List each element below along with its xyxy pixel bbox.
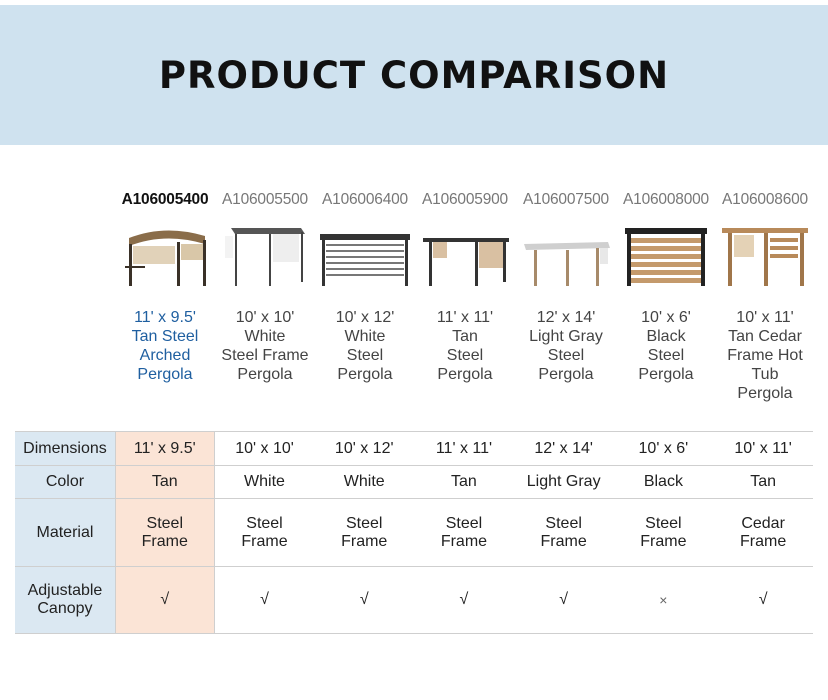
table-cell: 10' x 12' bbox=[314, 431, 415, 466]
check-mark: √ bbox=[414, 566, 514, 634]
row-label: Dimensions bbox=[15, 431, 116, 466]
product-sku: A106005500 bbox=[222, 191, 308, 208]
check-mark: √ bbox=[513, 566, 614, 634]
product-name: 11' x 9.5' Tan Steel Arched Pergola bbox=[131, 309, 199, 383]
pergola-light-gray-image bbox=[516, 218, 616, 288]
check-mark: √ bbox=[115, 566, 215, 634]
check-mark: √ bbox=[713, 566, 813, 634]
table-row-canopy: Adjustable Canopy √ √ √ √ √ × √ bbox=[15, 566, 813, 634]
page-title: PRODUCT COMPARISON bbox=[158, 53, 670, 97]
product-sku: A106008600 bbox=[722, 191, 808, 208]
table-row-dimensions: Dimensions 11' x 9.5' 10' x 10' 10' x 12… bbox=[15, 431, 813, 466]
product-sku: A106005400 bbox=[121, 191, 209, 208]
table-cell: Steel Frame bbox=[314, 498, 415, 567]
pergola-black-image bbox=[616, 218, 716, 288]
product-sku: A106007500 bbox=[523, 191, 609, 208]
table-cell: 11' x 9.5' bbox=[115, 431, 215, 466]
table-cell: Tan bbox=[713, 465, 813, 499]
table-cell: 10' x 11' bbox=[713, 431, 813, 466]
table-cell: Steel Frame bbox=[214, 498, 315, 567]
pergola-cedar-image bbox=[715, 218, 815, 288]
table-cell: 11' x 11' bbox=[414, 431, 514, 466]
product-list: A106005400 11' x 9.5' Tan Steel Arched P… bbox=[0, 188, 828, 408]
check-mark: √ bbox=[214, 566, 315, 634]
product-name: 10' x 12' White Steel Pergola bbox=[335, 309, 395, 383]
product-card[interactable]: A106007500 12' x 14' Light Gray Steel Pe… bbox=[516, 188, 616, 384]
table-cell: 10' x 6' bbox=[613, 431, 714, 466]
product-name: 10' x 6' Black Steel Pergola bbox=[638, 309, 694, 383]
table-cell: Tan bbox=[115, 465, 215, 499]
product-card[interactable]: A106006400 10' x 12' White Steel Pergola bbox=[315, 188, 415, 384]
check-mark: √ bbox=[314, 566, 415, 634]
pergola-tan-image bbox=[415, 218, 515, 288]
product-card[interactable]: A106005500 10' x 10' White Steel Frame P… bbox=[215, 188, 315, 384]
pergola-white-louvered-image bbox=[315, 218, 415, 288]
table-cell: Tan bbox=[414, 465, 514, 499]
table-cell: Steel Frame bbox=[115, 498, 215, 567]
product-sku: A106005900 bbox=[422, 191, 508, 208]
product-sku: A106006400 bbox=[322, 191, 408, 208]
table-cell: 10' x 10' bbox=[214, 431, 315, 466]
table-cell: White bbox=[314, 465, 415, 499]
product-name: 10' x 11' Tan Cedar Frame Hot Tub Pergol… bbox=[727, 309, 803, 402]
product-card[interactable]: A106005900 11' x 11' Tan Steel Pergola bbox=[415, 188, 515, 384]
table-cell: 12' x 14' bbox=[513, 431, 614, 466]
product-card[interactable]: A106005400 11' x 9.5' Tan Steel Arched P… bbox=[115, 188, 215, 384]
pergola-tan-arched-image bbox=[115, 218, 215, 288]
product-name: 10' x 10' White Steel Frame Pergola bbox=[221, 309, 309, 383]
product-card[interactable]: A106008600 10' x 11' Tan Cedar Frame Hot… bbox=[715, 188, 815, 403]
comparison-table: Dimensions 11' x 9.5' 10' x 10' 10' x 12… bbox=[15, 431, 813, 634]
table-row-color: Color Tan White White Tan Light Gray Bla… bbox=[15, 465, 813, 499]
product-card[interactable]: A106008000 10' x 6' Black Steel Pergola bbox=[616, 188, 716, 384]
table-cell: White bbox=[214, 465, 315, 499]
cross-mark: × bbox=[613, 566, 714, 634]
product-name: 12' x 14' Light Gray Steel Pergola bbox=[529, 309, 603, 383]
table-cell: Steel Frame bbox=[414, 498, 514, 567]
table-cell: Steel Frame bbox=[613, 498, 714, 567]
row-label: Color bbox=[15, 465, 116, 499]
table-cell: Black bbox=[613, 465, 714, 499]
table-cell: Steel Frame bbox=[513, 498, 614, 567]
row-label: Adjustable Canopy bbox=[15, 566, 116, 634]
product-name: 11' x 11' Tan Steel Pergola bbox=[436, 309, 494, 383]
table-cell: Cedar Frame bbox=[713, 498, 813, 567]
product-sku: A106008000 bbox=[623, 191, 709, 208]
table-cell: Light Gray bbox=[513, 465, 614, 499]
pergola-white-image bbox=[215, 218, 315, 288]
row-label: Material bbox=[15, 498, 116, 567]
table-row-material: Material Steel Frame Steel Frame Steel Fram… bbox=[15, 498, 813, 567]
banner: PRODUCT COMPARISON bbox=[0, 5, 828, 145]
